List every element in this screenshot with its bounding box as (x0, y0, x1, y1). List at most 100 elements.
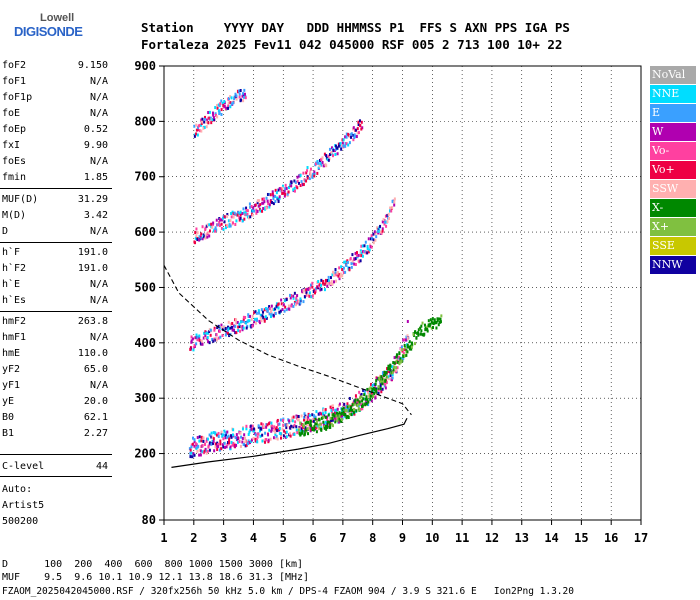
param-value: 3.42 (83, 210, 108, 221)
echo-point (212, 113, 215, 117)
echo-point (245, 206, 248, 210)
echo-point (390, 209, 393, 213)
echo-point (263, 318, 266, 322)
echo-point (379, 224, 382, 228)
echo-point (193, 444, 196, 448)
echo-point (391, 199, 394, 203)
echo-point (322, 164, 325, 168)
echo-point (355, 396, 358, 400)
echo-point (324, 408, 327, 412)
echo-point (378, 387, 381, 391)
echo-point (280, 298, 283, 302)
echo-point (257, 199, 260, 203)
echo-point (359, 249, 362, 253)
echo-point (381, 382, 384, 386)
echo-point (221, 101, 224, 105)
echo-point (369, 397, 372, 401)
legend-item: NNW (650, 256, 696, 274)
echo-point (211, 225, 214, 229)
echo-point (208, 448, 211, 452)
echo-point (208, 341, 211, 345)
echo-point (194, 442, 197, 446)
echo-point (415, 336, 418, 340)
echo-point (403, 338, 406, 342)
echo-point (277, 198, 280, 202)
echo-point (323, 425, 326, 429)
param-value: N/A (89, 226, 108, 237)
echo-point (263, 319, 266, 323)
echo-point (189, 451, 192, 455)
echo-point (342, 144, 345, 148)
echo-point (291, 419, 294, 423)
y-tick-label: 800 (134, 114, 156, 128)
echo-point (375, 377, 378, 381)
echo-point (254, 433, 257, 437)
param-value: 44 (95, 461, 108, 472)
echo-point (208, 330, 211, 334)
echo-point (377, 385, 380, 389)
echo-point (234, 92, 237, 96)
echo-point (361, 254, 364, 258)
echo-point (335, 408, 338, 412)
echo-point (200, 439, 203, 443)
echo-point (238, 212, 241, 216)
echo-point (321, 156, 324, 160)
echo-point (341, 268, 344, 272)
echo-point (374, 386, 377, 390)
echo-point (414, 330, 417, 334)
echo-point (299, 425, 302, 429)
echo-point (314, 426, 317, 430)
echo-point (275, 434, 278, 438)
echo-point (256, 438, 259, 442)
echo-point (345, 416, 348, 420)
echo-point (396, 360, 399, 364)
echo-point (426, 329, 429, 333)
echo-point (204, 236, 207, 240)
echo-point (358, 408, 361, 412)
echo-point (369, 243, 372, 247)
echo-point (213, 449, 216, 453)
header-line-2: Fortaleza 2025 Fev11 042 045000 RSF 005 … (141, 37, 563, 52)
echo-point (220, 226, 223, 230)
ionogram-chart: 1 2 3 4 5 6 7 8 9 10 11 12 13 14 15 16 17802003004005006… (134, 59, 648, 545)
echo-point (251, 213, 254, 217)
echo-point (350, 135, 353, 139)
echo-point (217, 445, 220, 449)
echo-point (368, 394, 371, 398)
param-value: 0.52 (83, 124, 108, 135)
echo-point (302, 300, 305, 304)
x-tick-label: 15 (574, 531, 588, 545)
echo-point (311, 294, 314, 298)
echo-point (319, 161, 322, 165)
echo-point (232, 215, 235, 219)
echo-point (406, 350, 409, 354)
echo-point (387, 367, 390, 371)
echo-point (320, 426, 323, 430)
echo-point (278, 187, 281, 191)
echo-point (378, 376, 381, 380)
echo-point (421, 333, 424, 337)
echo-point (420, 324, 423, 328)
echo-point (225, 433, 228, 437)
echo-point (222, 216, 225, 220)
echo-point (238, 430, 241, 434)
echo-point (339, 275, 342, 279)
echo-point (334, 147, 337, 151)
echo-point (386, 220, 389, 224)
echo-point (228, 441, 231, 445)
echo-point (313, 174, 316, 178)
echo-point (369, 386, 372, 390)
echo-point (431, 317, 434, 321)
echo-point (309, 426, 312, 430)
echo-point (260, 427, 263, 431)
echo-point (197, 128, 200, 132)
param-name: MUF(D) (2, 194, 39, 205)
echo-point (334, 408, 337, 412)
echo-point (260, 319, 263, 323)
param-value: 65.0 (83, 364, 108, 375)
echo-point (242, 317, 245, 321)
echo-point (220, 430, 223, 434)
echo-point (265, 206, 268, 210)
echo-point (278, 196, 281, 200)
echo-point (408, 345, 411, 349)
